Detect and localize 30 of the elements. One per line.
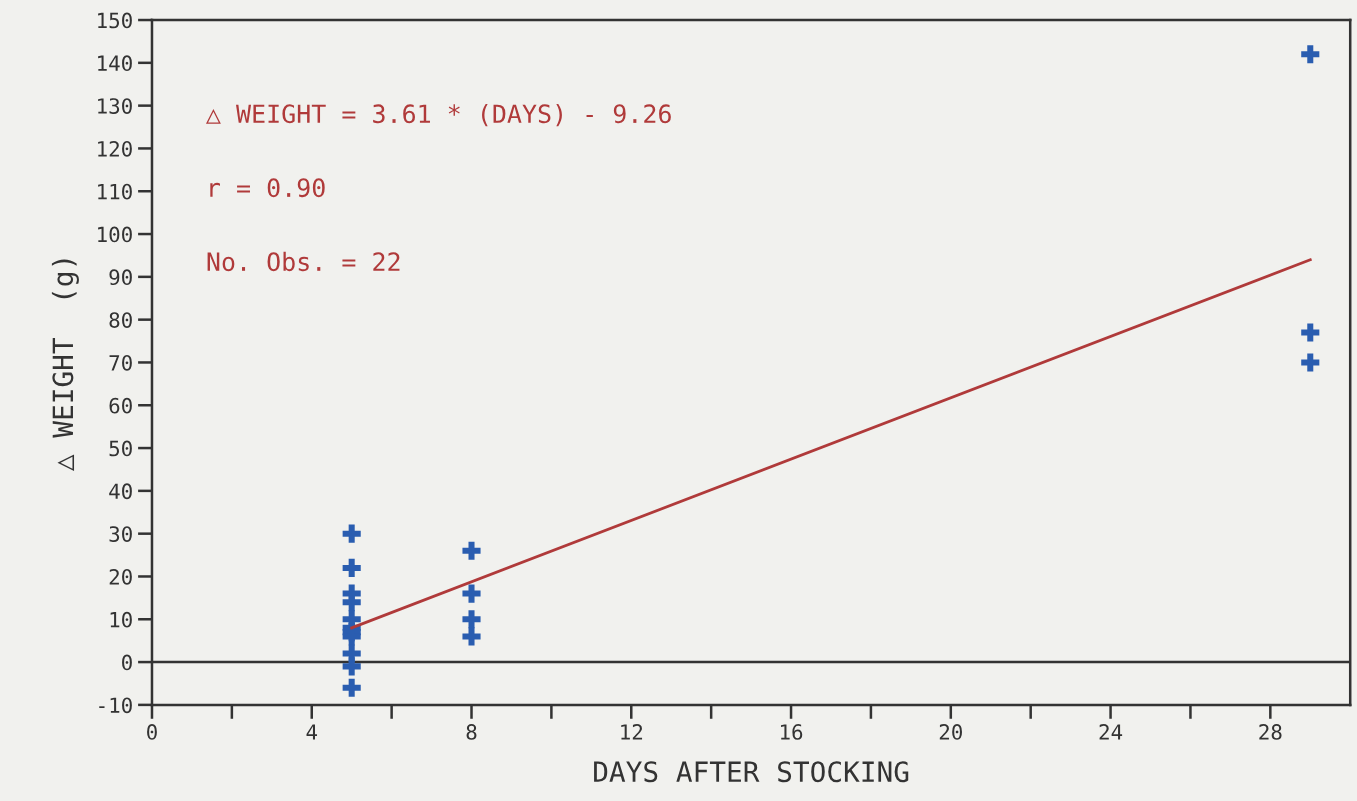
x-tick-label: 4 xyxy=(306,724,318,740)
x-tick-label: 28 xyxy=(1259,724,1282,740)
y-tick-label: 140 xyxy=(98,55,132,72)
y-tick-label: 30 xyxy=(109,526,132,542)
y-tick-label: 70 xyxy=(109,354,132,371)
y-tick-label: -10 xyxy=(99,697,132,714)
x-axis-title: DAYS AFTER STOCKING xyxy=(594,761,909,783)
annotation: r = 0.90 xyxy=(210,178,325,198)
y-tick-label: 130 xyxy=(98,98,132,114)
x-tick-label: 8 xyxy=(466,724,477,740)
annotation: △ WEIGHT = 3.61 * (DAYS) - 9.26 xyxy=(205,103,671,127)
y-tick-label: 120 xyxy=(98,140,132,157)
y-tick-label: 0 xyxy=(122,654,132,671)
y-tick-label: 50 xyxy=(109,440,132,457)
x-tick-label: 20 xyxy=(939,724,962,740)
x-tick-label: 0 xyxy=(147,724,157,740)
y-tick-label: 90 xyxy=(109,269,132,286)
y-tick-label: 60 xyxy=(109,397,132,414)
y-tick-label: 100 xyxy=(98,226,132,243)
y-tick-label: 10 xyxy=(110,611,132,628)
annotation: No. Obs. = 22 xyxy=(207,251,400,272)
y-tick-label: 80 xyxy=(109,312,132,328)
y-tick-label: 150 xyxy=(98,12,132,29)
y-tick-label: 20 xyxy=(109,568,132,585)
x-tick-label: 12 xyxy=(621,724,643,740)
x-tick-label: 16 xyxy=(781,724,803,740)
y-tick-label: 110 xyxy=(98,183,132,200)
x-tick-label: 24 xyxy=(1099,724,1123,740)
y-axis-title: △ WEIGHT (g) xyxy=(51,259,79,472)
y-tick-label: 40 xyxy=(109,483,132,500)
